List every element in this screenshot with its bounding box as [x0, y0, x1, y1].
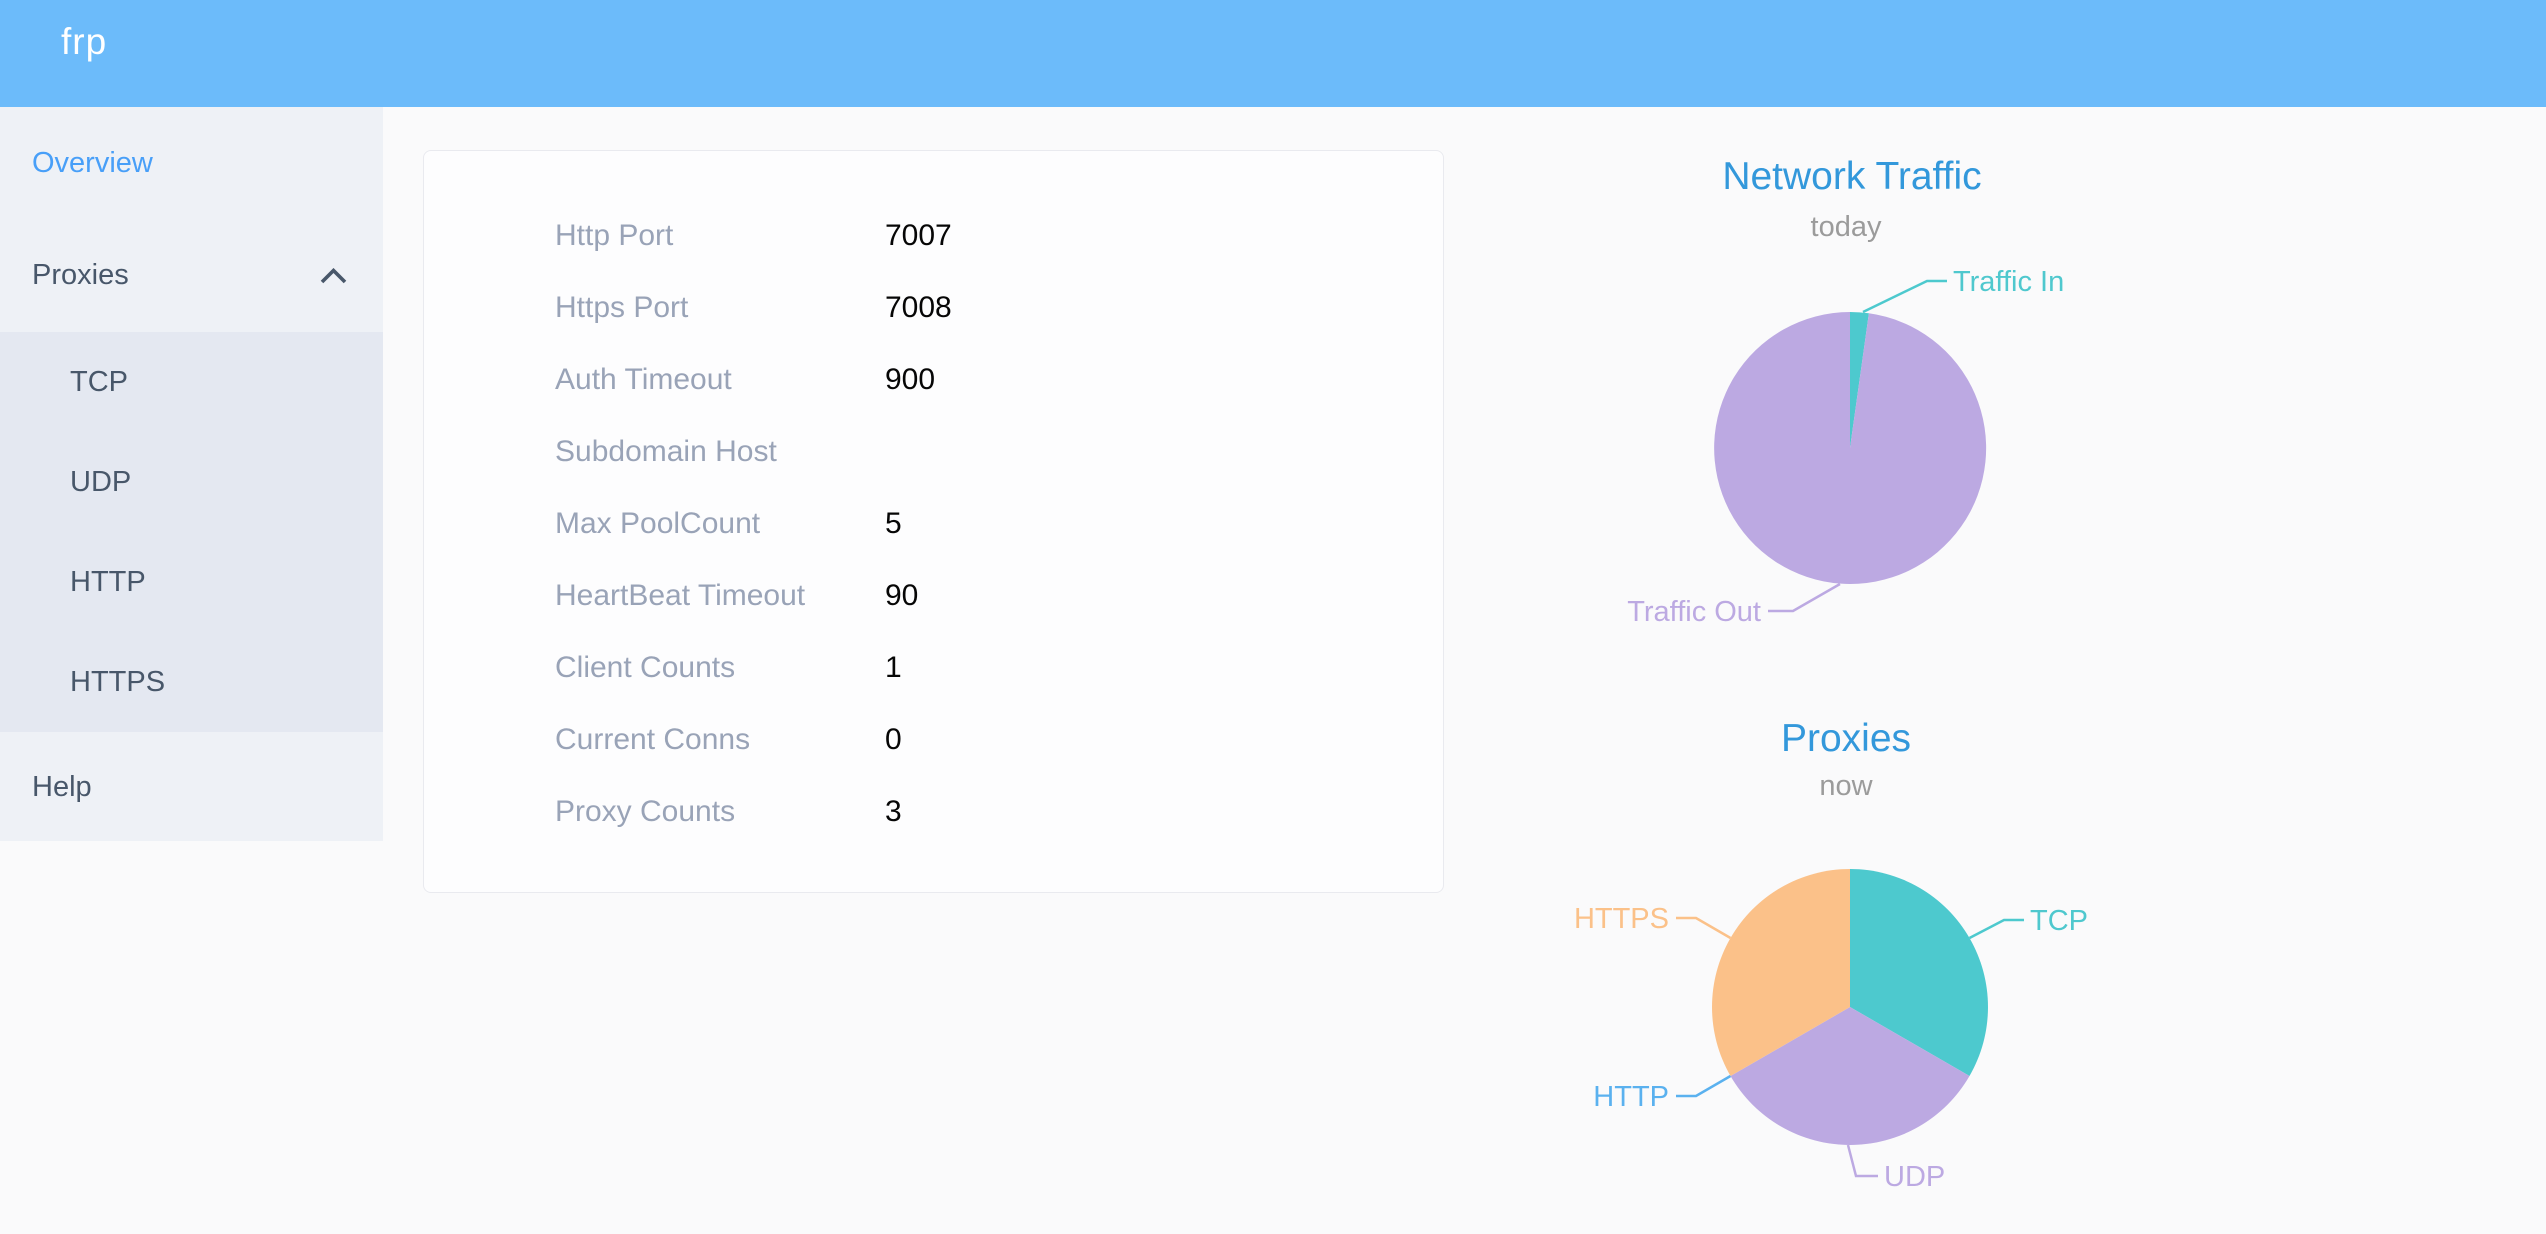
info-row-heartbeat-timeout: HeartBeat Timeout 90 [424, 560, 1443, 632]
info-label: Https Port [555, 291, 689, 324]
app-header: frp [0, 0, 2546, 107]
sidebar-submenu-proxies: TCP UDP HTTP HTTPS [0, 332, 383, 732]
sidebar: Overview Proxies TCP UDP HTTP HTTPS Help [0, 107, 383, 841]
pie-slice-https[interactable] [1712, 869, 1850, 1076]
info-value: 90 [885, 579, 919, 612]
chart-title-network-traffic: Network Traffic [1722, 155, 1981, 198]
sidebar-item-proxies-label: Proxies [32, 259, 129, 291]
pie-slice-udp[interactable] [1730, 1007, 1970, 1145]
sidebar-item-https[interactable]: HTTPS [0, 632, 383, 732]
pie-label-https: HTTPS [1574, 903, 1669, 935]
sidebar-item-proxies[interactable]: Proxies [0, 219, 383, 332]
sidebar-item-tcp[interactable]: TCP [0, 332, 383, 432]
server-info-card: Http Port 7007 Https Port 7008 Auth Time… [423, 150, 1444, 893]
pie-label-http: HTTP [1593, 1081, 1669, 1113]
info-value: 3 [885, 795, 902, 828]
sidebar-item-https-label: HTTPS [70, 665, 166, 698]
pie-label-tcp: TCP [2030, 905, 2088, 937]
label-line-traffic-in [1862, 279, 1947, 314]
sidebar-item-overview[interactable]: Overview [0, 107, 383, 219]
info-label: Http Port [555, 219, 674, 252]
pie-label-udp: UDP [1884, 1161, 1945, 1193]
info-row-current-conns: Current Conns 0 [424, 704, 1443, 776]
info-label: Max PoolCount [555, 507, 761, 540]
pie-slice-tcp[interactable] [1850, 869, 1988, 1076]
info-row-max-poolcount: Max PoolCount 5 [424, 488, 1443, 560]
sidebar-item-tcp-label: TCP [70, 365, 128, 398]
info-value: 0 [885, 723, 902, 756]
proxies-chart: Proxies now TCP UDP HTTP HTTPS [1574, 717, 2088, 1193]
sidebar-item-help-label: Help [32, 770, 92, 803]
info-label: Proxy Counts [555, 795, 736, 828]
sidebar-item-udp-label: UDP [70, 465, 132, 498]
frp-logo: frp [61, 21, 108, 62]
info-value: 900 [885, 363, 936, 396]
label-line-http [1676, 1074, 1732, 1098]
pie-label-traffic-out: Traffic Out [1627, 596, 1761, 628]
sidebar-item-http[interactable]: HTTP [0, 532, 383, 632]
info-label: Current Conns [555, 723, 751, 756]
pie-slice-traffic-out[interactable] [1714, 312, 1987, 584]
info-row-auth-timeout: Auth Timeout 900 [424, 344, 1443, 416]
info-label: Subdomain Host [555, 435, 777, 468]
sidebar-item-help[interactable]: Help [0, 732, 383, 842]
label-line-https [1676, 916, 1732, 940]
info-label: HeartBeat Timeout [555, 579, 806, 612]
info-value: 7008 [885, 291, 952, 324]
info-row-https-port: Https Port 7008 [424, 272, 1443, 344]
label-line-traffic-out [1768, 582, 1841, 613]
chart-subtitle-today: today [1811, 211, 1882, 243]
info-value: 7007 [885, 219, 952, 252]
chevron-up-icon[interactable] [320, 267, 347, 284]
info-value: 1 [885, 651, 902, 684]
sidebar-item-http-label: HTTP [70, 565, 146, 598]
pie-label-traffic-in: Traffic In [1953, 266, 2064, 298]
info-value: 5 [885, 507, 902, 540]
info-row-http-port: Http Port 7007 [424, 200, 1443, 272]
info-label: Auth Timeout [555, 363, 732, 396]
info-row-proxy-counts: Proxy Counts 3 [424, 776, 1443, 848]
label-line-tcp [1968, 918, 2024, 940]
info-row-subdomain-host: Subdomain Host [424, 416, 1443, 488]
chart-title-proxies: Proxies [1781, 717, 1911, 760]
sidebar-item-overview-label: Overview [32, 146, 153, 179]
sidebar-item-udp[interactable]: UDP [0, 432, 383, 532]
label-line-udp [1846, 1144, 1878, 1178]
pie-slice-traffic-in[interactable] [1850, 311, 1869, 448]
chart-subtitle-now: now [1819, 770, 1873, 802]
info-row-client-counts: Client Counts 1 [424, 632, 1443, 704]
info-label: Client Counts [555, 651, 736, 684]
network-traffic-chart: Network Traffic today Traffic In Traffic… [1627, 155, 2064, 628]
